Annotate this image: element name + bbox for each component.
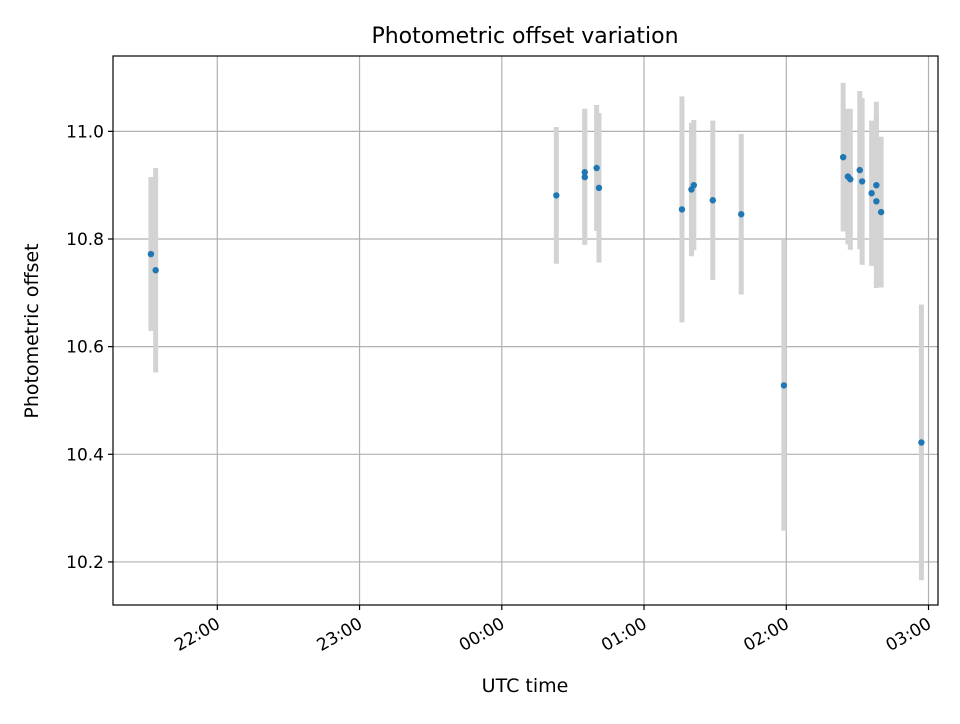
- data-point: [877, 208, 885, 216]
- x-tick-label: 03:00: [883, 614, 935, 656]
- x-tick-label: 02:00: [740, 614, 792, 656]
- data-point: [595, 184, 603, 192]
- data-point: [553, 192, 560, 199]
- data-point: [581, 173, 588, 181]
- y-axis-ticks: 10.2 10.4 10.6 10.8 11.0: [66, 122, 113, 573]
- data-point: [152, 267, 159, 274]
- data-point: [738, 211, 745, 218]
- data-point: [678, 206, 686, 213]
- y-tick-label: 10.2: [66, 553, 104, 573]
- grid-layer: [113, 56, 938, 605]
- x-tick-label: 01:00: [598, 614, 650, 656]
- y-tick-label: 10.4: [66, 445, 104, 465]
- data-point: [780, 382, 788, 389]
- data-point: [856, 166, 863, 174]
- data-point: [873, 181, 880, 189]
- x-axis-label: UTC time: [482, 675, 569, 697]
- data-point: [918, 439, 925, 446]
- x-axis-ticks: 22:00 23:00 00:00 01:00 02:00 03:00: [171, 605, 935, 656]
- data-point: [868, 190, 875, 197]
- chart-title: Photometric offset variation: [371, 24, 678, 49]
- data-point: [847, 176, 854, 183]
- y-tick-label: 11.0: [66, 122, 104, 142]
- errorbar-layer: [148, 82, 924, 581]
- x-tick-label: 00:00: [456, 614, 508, 656]
- data-point: [147, 250, 155, 258]
- y-tick-label: 10.8: [66, 230, 104, 250]
- data-point: [593, 164, 600, 172]
- data-point: [581, 169, 588, 176]
- x-tick-label: 22:00: [171, 614, 223, 656]
- data-point: [858, 178, 866, 185]
- x-tick-label: 23:00: [314, 614, 366, 656]
- data-point: [873, 198, 880, 205]
- y-axis-label: Photometric offset: [21, 243, 43, 418]
- y-tick-label: 10.6: [66, 338, 104, 358]
- data-point: [690, 181, 698, 189]
- plot-frame: [112, 55, 939, 606]
- point-layer: [147, 153, 925, 446]
- data-point: [709, 197, 716, 204]
- data-point: [839, 153, 847, 161]
